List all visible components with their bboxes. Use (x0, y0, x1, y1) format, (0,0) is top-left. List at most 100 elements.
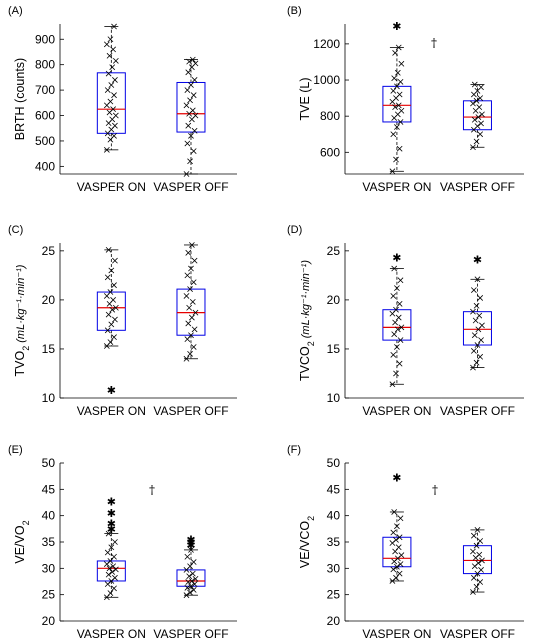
y-axis-label: TVE (L) (298, 77, 312, 120)
panel-label: (C) (8, 224, 23, 236)
x-tick-label: VASPER ON (362, 627, 431, 641)
data-point (104, 87, 111, 93)
data-point (184, 553, 191, 560)
significance-dagger: † (149, 483, 155, 497)
data-point (396, 300, 403, 307)
data-point (472, 317, 479, 324)
data-point (397, 561, 404, 568)
box-vasper-off (176, 242, 206, 362)
panel-label: (E) (8, 444, 23, 456)
data-point (107, 36, 114, 43)
y-tick-label: 20 (327, 293, 341, 307)
data-point (189, 570, 196, 577)
data-point (470, 308, 476, 315)
iqr-box (96, 291, 126, 331)
data-point (389, 381, 396, 388)
panel-label: (F) (287, 444, 301, 456)
y-tick-label: 600 (35, 109, 55, 123)
data-point (187, 97, 193, 104)
box-vasper-on: ✱ (382, 20, 412, 175)
data-point (191, 127, 198, 134)
data-point (471, 116, 478, 123)
data-point (391, 265, 398, 272)
data-point (470, 144, 476, 151)
data-point (189, 298, 196, 305)
data-point (391, 509, 398, 515)
data-point (112, 316, 118, 323)
panel-label: (B) (287, 5, 302, 17)
y-tick-label: 20 (327, 614, 341, 628)
data-point (477, 579, 484, 585)
data-point (470, 532, 477, 539)
data-point (393, 574, 399, 581)
y-tick-label: 45 (42, 482, 56, 496)
data-point (396, 570, 403, 577)
y-tick-label: 50 (327, 456, 341, 470)
data-point (471, 81, 478, 88)
data-point (192, 112, 199, 119)
data-point (187, 563, 193, 570)
data-point (476, 104, 483, 111)
data-point (112, 57, 119, 64)
data-point (474, 123, 481, 129)
data-point (103, 146, 110, 153)
data-point (189, 107, 196, 114)
panel-e: (E) 20 25 30 35 40 45 50 VASPER ON VASPER OFF VE/V… (8, 444, 237, 641)
data-point (187, 589, 193, 596)
data-point (108, 82, 115, 88)
data-point (394, 344, 400, 350)
y-tick-label: 20 (42, 614, 56, 628)
data-point (477, 295, 484, 301)
data-point (393, 537, 399, 543)
outlier-point: ✱ (392, 252, 401, 265)
data-point (391, 75, 398, 82)
data-point (470, 100, 476, 107)
data-point (394, 326, 401, 333)
data-point (190, 587, 197, 593)
data-point (389, 168, 396, 175)
data-point (470, 574, 477, 581)
data-point (112, 304, 119, 311)
y-tick-label: 40 (42, 509, 56, 523)
data-point (473, 302, 480, 309)
data-point (185, 122, 192, 129)
data-point (192, 575, 199, 582)
data-point (105, 311, 112, 318)
data-point (190, 559, 197, 565)
data-point (108, 267, 115, 274)
data-point (394, 285, 400, 292)
iqr-box (96, 72, 126, 134)
y-tick-label: 50 (42, 456, 56, 470)
data-point (112, 539, 118, 545)
data-point (473, 97, 480, 104)
data-point (112, 112, 119, 119)
data-point (390, 293, 397, 299)
x-tick-label: VASPER ON (362, 180, 431, 194)
data-point (109, 64, 116, 71)
x-tick-label: VASPER OFF (153, 627, 228, 641)
data-point (183, 293, 190, 299)
data-point (477, 131, 484, 138)
panel-b: (B) 600 800 1000 1200 VASPER ON VASPER OFF TVE … (287, 5, 524, 194)
x-tick-label: VASPER ON (77, 404, 146, 418)
data-point (110, 297, 117, 303)
data-point (183, 355, 190, 362)
y-tick-label: 30 (42, 561, 56, 575)
data-point (186, 58, 193, 65)
data-point (107, 590, 114, 596)
data-point (106, 565, 113, 572)
data-point (112, 122, 118, 129)
data-point (105, 246, 112, 253)
data-point (191, 326, 198, 333)
y-axis-label: VE/VO2 (13, 520, 31, 563)
y-tick-label: 35 (42, 535, 56, 549)
data-point (395, 544, 402, 551)
data-point (470, 348, 477, 354)
data-point (186, 573, 193, 580)
panel-label: (D) (287, 224, 302, 236)
data-point (109, 306, 116, 313)
data-point (188, 314, 195, 321)
iqr-box (176, 81, 206, 133)
data-point (390, 87, 397, 94)
data-point (393, 306, 399, 313)
